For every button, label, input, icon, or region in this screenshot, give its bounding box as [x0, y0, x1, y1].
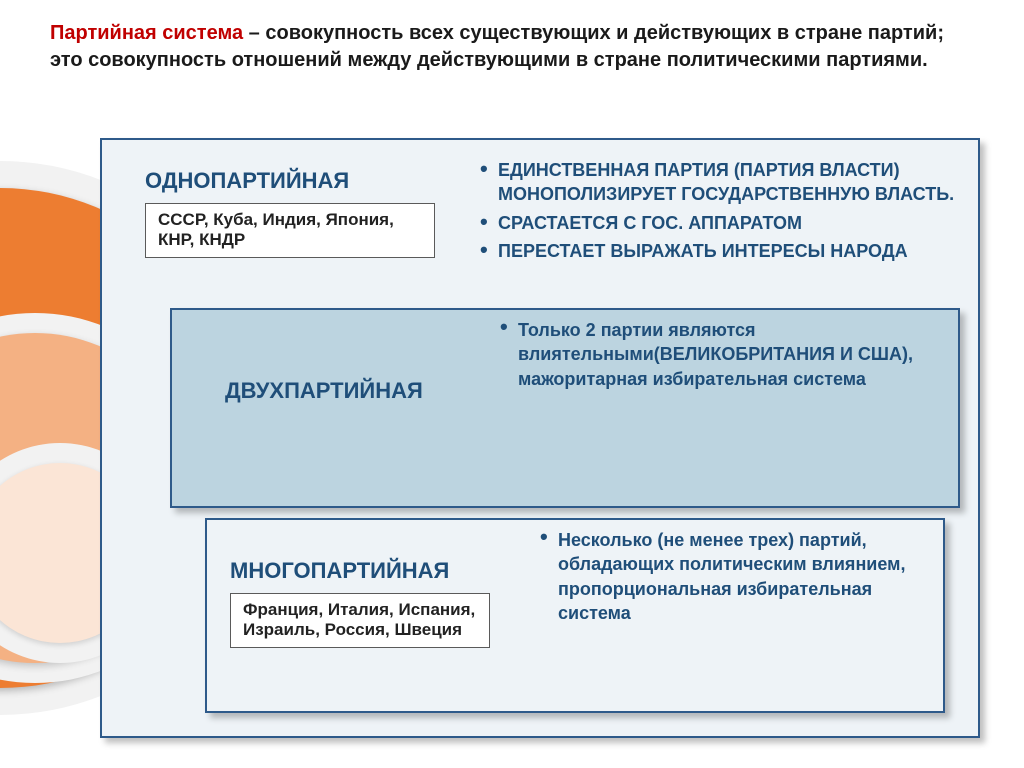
- title-one-party: ОДНОПАРТИЙНАЯ: [145, 168, 349, 194]
- title-two-party: ДВУХПАРТИЙНАЯ: [225, 378, 423, 404]
- bullet-item: ПЕРЕСТАЕТ ВЫРАЖАТЬ ИНТЕРЕСЫ НАРОДА: [480, 239, 970, 263]
- bullet-item: Несколько (не менее трех) партий, облада…: [540, 528, 940, 625]
- bullets-two-party: Только 2 партии являются влиятельными(ВЕ…: [500, 318, 955, 395]
- term: Партийная система: [50, 22, 243, 44]
- bullet-item: Только 2 партии являются влиятельными(ВЕ…: [500, 318, 955, 391]
- title-multi-party: МНОГОПАРТИЙНАЯ: [230, 558, 449, 584]
- bullets-one-party: ЕДИНСТВЕННАЯ ПАРТИЯ (ПАРТИЯ ВЛАСТИ) МОНО…: [480, 158, 970, 267]
- bullet-item: СРАСТАЕТСЯ С ГОС. АППАРАТОМ: [480, 211, 970, 235]
- header-definition: Партийная система – совокупность всех су…: [0, 0, 1024, 84]
- bullet-item: ЕДИНСТВЕННАЯ ПАРТИЯ (ПАРТИЯ ВЛАСТИ) МОНО…: [480, 158, 970, 207]
- diagram-stage: ОДНОПАРТИЙНАЯ ДВУХПАРТИЙНАЯ МНОГОПАРТИЙН…: [0, 118, 1024, 758]
- bullets-multi-party: Несколько (не менее трех) партий, облада…: [540, 528, 940, 629]
- examples-one-party: СССР, Куба, Индия, Япония, КНР, КНДР: [145, 203, 435, 258]
- examples-multi-party: Франция, Италия, Испания, Израиль, Росси…: [230, 593, 490, 648]
